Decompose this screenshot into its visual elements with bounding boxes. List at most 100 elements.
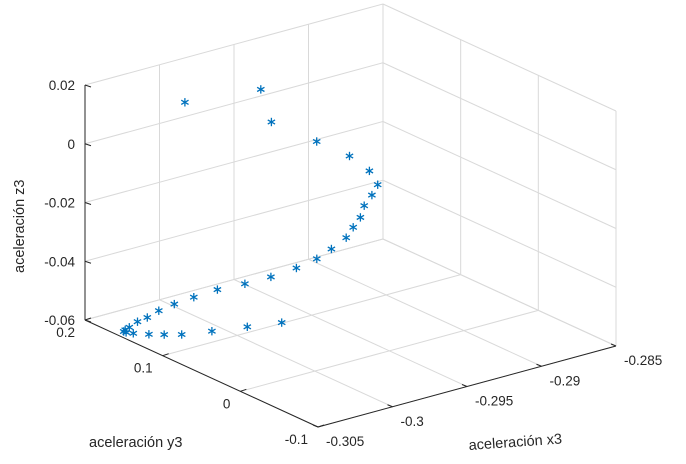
data-point: [154, 306, 163, 315]
z-tick-label: -0.04: [44, 254, 75, 269]
z-tick-mark: [84, 319, 92, 323]
grid-line: [233, 279, 468, 387]
grid-line: [382, 121, 617, 229]
data-point: [122, 328, 131, 337]
grid-line: [382, 179, 617, 288]
asterisk-stroke: [143, 314, 152, 321]
data-point: [292, 263, 301, 273]
asterisk-stroke: [144, 331, 153, 337]
asterisk-stroke: [177, 331, 186, 338]
data-point: [213, 285, 222, 294]
data-point: [160, 330, 169, 339]
asterisk-stroke: [345, 153, 354, 159]
data-point: [189, 293, 198, 302]
x-tick-label: -0.295: [475, 394, 513, 409]
data-point: [256, 85, 265, 94]
x-tick-label: -0.3: [401, 414, 424, 429]
asterisk-stroke: [277, 319, 286, 326]
data-point: [312, 254, 321, 263]
data-point: [327, 244, 336, 254]
data-point: [143, 313, 152, 322]
asterisk-stroke: [367, 192, 376, 198]
data-point: [177, 330, 186, 339]
data-point: [312, 137, 321, 146]
asterisk-stroke: [207, 328, 216, 334]
data-point: [367, 190, 376, 200]
data-point: [345, 151, 354, 161]
y-tick-label: 0.2: [56, 325, 75, 340]
data-point: [342, 233, 351, 242]
data-point: [365, 166, 374, 176]
asterisk-stroke: [189, 294, 198, 300]
grid-line: [84, 238, 384, 321]
asterisk-stroke: [160, 331, 169, 338]
asterisk-stroke: [360, 203, 369, 209]
asterisk-stroke: [342, 235, 351, 241]
x-axis-label: aceleración x3: [468, 432, 562, 454]
grid-line: [308, 258, 542, 367]
asterisk-stroke: [266, 274, 275, 280]
asterisk-stroke: [327, 246, 336, 252]
y-tick-mark: [240, 388, 247, 392]
z-tick-mark: [84, 202, 92, 205]
data-point: [356, 213, 365, 222]
grid-line: [382, 238, 617, 347]
z-tick-mark: [84, 84, 92, 88]
data-point: [240, 279, 249, 288]
asterisk-stroke: [133, 319, 142, 325]
z-tick-mark: [84, 260, 92, 264]
data-point: [180, 98, 189, 107]
z-tick-mark: [84, 143, 92, 147]
z-axis-label: aceleración z3: [12, 180, 28, 274]
asterisk-stroke: [213, 286, 222, 293]
data-point: [267, 117, 276, 127]
asterisk-stroke: [267, 119, 276, 125]
y-tick-mark: [84, 317, 92, 321]
grid-line: [382, 3, 617, 112]
x-tick-label: -0.29: [550, 373, 581, 388]
data-point: [360, 201, 369, 210]
z-tick-label: -0.02: [44, 196, 75, 211]
grid-line: [162, 274, 461, 357]
data-point: [207, 327, 216, 336]
grid-line: [382, 62, 617, 171]
grid-line: [159, 299, 393, 408]
x-tick-label: -0.305: [326, 434, 364, 449]
x-tick-mark: [312, 424, 319, 428]
x-tick-mark: [610, 343, 617, 347]
x-tick-label: -0.285: [624, 353, 662, 368]
data-point: [349, 223, 358, 232]
grid-line: [84, 179, 384, 262]
y-axis-label: aceleración y3: [89, 435, 183, 451]
y-tick-mark: [317, 424, 325, 428]
asterisk-stroke: [170, 301, 179, 307]
asterisk-stroke: [312, 256, 321, 262]
z-tick-label: -0.06: [44, 313, 75, 328]
x-axis-ticks: -0.305 -0.3 -0.295 -0.29 -0.285: [312, 343, 662, 449]
data-points: [119, 85, 382, 339]
grid-line: [84, 62, 384, 145]
y-tick-label: -0.1: [285, 432, 308, 447]
asterisk-stroke: [240, 281, 249, 287]
x-tick-mark: [461, 384, 468, 387]
y-axis-line: [84, 319, 319, 428]
z-axis-ticks: -0.06 -0.04 -0.02 0 0.02: [44, 78, 92, 328]
data-point: [373, 180, 382, 189]
data-point: [144, 330, 153, 339]
asterisk-stroke: [312, 138, 321, 145]
y-tick-label: 0: [223, 396, 231, 411]
x-tick-mark: [536, 363, 542, 367]
x-tick-mark: [387, 404, 393, 408]
grid-line: [84, 121, 384, 203]
data-point: [133, 317, 142, 326]
data-point: [129, 329, 138, 338]
asterisk-stroke: [180, 99, 189, 105]
data-point: [277, 318, 286, 327]
asterisk-stroke: [154, 308, 163, 314]
data-point: [266, 272, 275, 282]
data-point: [243, 322, 252, 331]
z-tick-label: 0: [67, 137, 75, 152]
asterisk-stroke: [122, 329, 131, 336]
